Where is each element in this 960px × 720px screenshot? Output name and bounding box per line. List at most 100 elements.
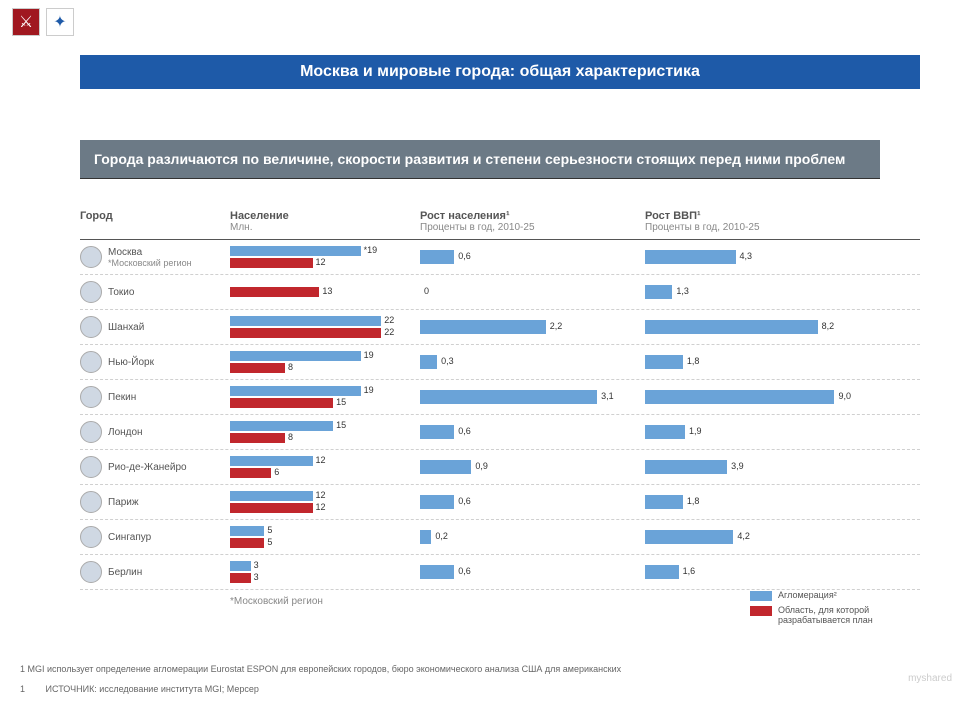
city-name: Париж — [108, 497, 139, 508]
header-gdp: Рост ВВП¹ — [645, 210, 870, 222]
pop-bar-plan-area: 5 — [230, 538, 420, 548]
table-row: Париж 1212 0,6 1,8 — [80, 485, 920, 520]
growth-bar: 0,3 — [420, 355, 645, 369]
gdp-label: 1,8 — [687, 356, 700, 366]
growth-label: 3,1 — [601, 391, 614, 401]
gdp-bar: 8,2 — [645, 320, 870, 334]
city-name: Шанхай — [108, 322, 144, 333]
gdp-bar: 1,8 — [645, 495, 870, 509]
population-cell: 158 — [230, 421, 420, 443]
city-icon — [80, 386, 102, 408]
table-row: Сингапур550,24,2 — [80, 520, 920, 555]
gdp-label: 1,9 — [689, 426, 702, 436]
pop-red-label: 6 — [274, 467, 279, 477]
page-subtitle: Города различаются по величине, скорости… — [80, 140, 880, 179]
pop-blue-label: 3 — [254, 560, 259, 570]
gdp-label: 1,6 — [683, 566, 696, 576]
pop-bar-agglomeration: *19 — [230, 246, 420, 256]
gdp-bar: 1,9 — [645, 425, 870, 439]
pop-red-label: 8 — [288, 432, 293, 442]
population-cell: 198 — [230, 351, 420, 373]
city-cell: Лондон — [80, 421, 230, 443]
city-name: Берлин — [108, 567, 142, 578]
pop-bar-agglomeration: 12 — [230, 456, 420, 466]
city-subname: *Московский регион — [108, 258, 192, 268]
population-cell: 33 — [230, 561, 420, 583]
page-title: Москва и мировые города: общая характери… — [80, 55, 920, 89]
growth-bar: 0 — [420, 285, 645, 299]
chart-area: Город Население Млн. Рост населения¹ Про… — [80, 210, 920, 607]
pop-red-label: 12 — [316, 502, 326, 512]
gdp-bar: 1,6 — [645, 565, 870, 579]
growth-bar: 0,6 — [420, 495, 645, 509]
gdp-cell: 4,2 — [645, 530, 870, 544]
gdp-bar: 4,2 — [645, 530, 870, 544]
growth-cell: 2,2 — [420, 320, 645, 334]
gdp-label: 4,2 — [737, 531, 750, 541]
growth-bar: 0,2 — [420, 530, 645, 544]
gdp-bar: 4,3 — [645, 250, 870, 264]
page-number: 1 — [20, 684, 25, 694]
gdp-bar: 3,9 — [645, 460, 870, 474]
city-icon — [80, 316, 102, 338]
population-cell: 126 — [230, 456, 420, 478]
footnote-1: 1 MGI использует определение агломерации… — [20, 663, 930, 676]
gdp-cell: 1,6 — [645, 565, 870, 579]
growth-bar: 3,1 — [420, 390, 645, 404]
gdp-label: 4,3 — [740, 251, 753, 261]
pop-red-label: 5 — [267, 537, 272, 547]
pop-bar-agglomeration: 19 — [230, 386, 420, 396]
growth-cell: 0,2 — [420, 530, 645, 544]
pop-bar-agglomeration: 22 — [230, 316, 420, 326]
header-population-sub: Млн. — [230, 222, 420, 233]
logo-globe: ✦ — [46, 8, 74, 36]
growth-bar: 0,6 — [420, 425, 645, 439]
city-name: Москва — [108, 247, 192, 258]
growth-label: 0,6 — [458, 251, 471, 261]
growth-label: 0,6 — [458, 496, 471, 506]
pop-red-label: 13 — [322, 286, 332, 296]
table-row: Берлин330,61,6 — [80, 555, 920, 590]
gdp-label: 3,9 — [731, 461, 744, 471]
pop-red-label: 3 — [254, 572, 259, 582]
city-cell: Токио — [80, 281, 230, 303]
pop-bar-agglomeration: 3 — [230, 561, 420, 571]
chart-rows: Москва*Московский регион *19 12 0,6 4,3 Токио… — [80, 240, 920, 590]
growth-label: 0,2 — [435, 531, 448, 541]
pop-red-label: 8 — [288, 362, 293, 372]
growth-bar: 2,2 — [420, 320, 645, 334]
growth-cell: 0,3 — [420, 355, 645, 369]
legend-label-agglomeration: Агломерация² — [778, 590, 837, 600]
pop-bar-plan-area: 12 — [230, 258, 420, 268]
city-icon — [80, 491, 102, 513]
gdp-label: 9,0 — [838, 391, 851, 401]
pop-red-label: 15 — [336, 397, 346, 407]
gdp-label: 1,8 — [687, 496, 700, 506]
pop-bar-plan-area: 8 — [230, 433, 420, 443]
pop-bar-agglomeration: 15 — [230, 421, 420, 431]
pop-blue-label: 22 — [384, 315, 394, 325]
city-icon — [80, 561, 102, 583]
population-cell: 55 — [230, 526, 420, 548]
pop-bar-plan-area: 12 — [230, 503, 420, 513]
pop-blue-label: 19 — [364, 385, 374, 395]
city-name: Пекин — [108, 392, 136, 403]
population-cell: 1212 — [230, 491, 420, 513]
legend-swatch-blue — [750, 591, 772, 601]
growth-label: 0,3 — [441, 356, 454, 366]
gdp-bar: 1,3 — [645, 285, 870, 299]
gdp-cell: 1,9 — [645, 425, 870, 439]
city-name: Нью-Йорк — [108, 357, 154, 368]
gdp-bar: 9,0 — [645, 390, 870, 404]
growth-cell: 0,6 — [420, 565, 645, 579]
gdp-cell: 1,8 — [645, 355, 870, 369]
gdp-label: 8,2 — [822, 321, 835, 331]
growth-label: 0 — [424, 286, 429, 296]
footnotes: 1 MGI использует определение агломерации… — [20, 663, 930, 696]
growth-label: 0,9 — [475, 461, 488, 471]
legend-label-plan-area: Область, для которой разрабатывается пла… — [778, 605, 920, 625]
city-cell: Нью-Йорк — [80, 351, 230, 373]
gdp-cell: 1,8 — [645, 495, 870, 509]
logo-moscow: ⚔ — [12, 8, 40, 36]
table-row: Москва*Московский регион *19 12 0,6 4,3 — [80, 240, 920, 275]
